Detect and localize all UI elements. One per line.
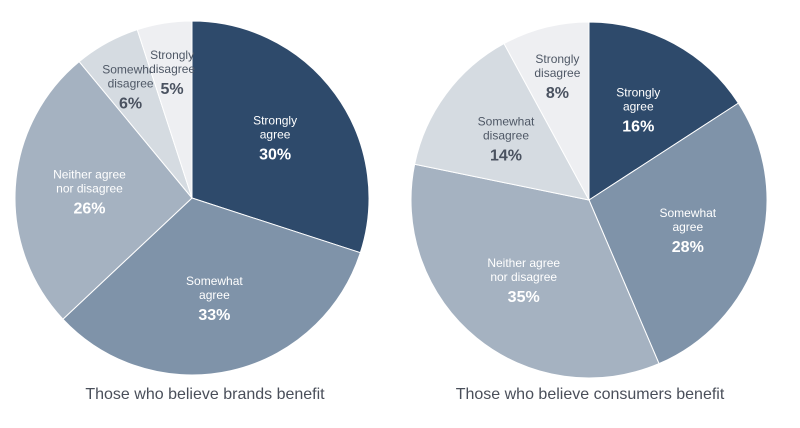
pie-2-slice-3-value: 35% — [508, 289, 540, 306]
pie-2-slice-3-label-line-2: nor disagree — [490, 270, 557, 284]
pie-chart-2: Stronglyagree16%Somewhatagree28%Neither … — [410, 21, 768, 379]
pie-1-slice-3 — [14, 60, 193, 320]
pie-2-slice-5-label-line-1: Strongly — [535, 52, 579, 66]
pie-chart-1: Stronglyagree30%Somewhatagree33%Neither … — [14, 20, 370, 376]
pie-2-slice-3 — [410, 163, 660, 379]
pie-2-slice-4-label-line-2: disagree — [483, 129, 529, 143]
pie-2-slice-2-label-line-1: Somewhat — [659, 206, 716, 220]
pie-1-slice-4-label-line-2: disagree — [108, 76, 154, 90]
pie-1-slice-3-value: 26% — [73, 201, 105, 218]
pie-2-slice-1-label-line-2: agree — [623, 99, 654, 113]
pie-2-slice-4-label-line-1: Somewhat — [478, 115, 535, 129]
pie-1-slice-5-value: 5% — [161, 81, 184, 98]
pie-1-slice-4-value: 6% — [119, 95, 142, 112]
pie-2-slice-1 — [588, 21, 740, 201]
pie-2-slice-5-label-line-2: disagree — [534, 66, 580, 80]
pie-1-slice-1-value: 30% — [259, 147, 291, 164]
pie-2-slice-1-label-line-1: Strongly — [616, 85, 660, 99]
pie-1-slice-1-label-line-2: agree — [260, 128, 291, 142]
pie-1-slice-5 — [136, 20, 193, 199]
pie-1-slice-2-label-line-1: Somewhat — [186, 274, 243, 288]
pie-1-slice-2 — [62, 197, 361, 376]
pie-1-slice-3-label-line-2: nor disagree — [56, 182, 123, 196]
pie-2-slice-5 — [503, 21, 590, 201]
pie-1-slice-3-label-line-1: Neither agree — [53, 168, 126, 182]
pie-2-slice-3-label-line-1: Neither agree — [487, 256, 560, 270]
chart-1-caption: Those who believe brands benefit — [85, 386, 325, 403]
pie-2-slice-1-value: 16% — [622, 118, 654, 135]
pie-2-slice-2-value: 28% — [672, 239, 704, 256]
pie-1-slice-5-label-line-2: disagree — [149, 62, 195, 76]
pie-2-slice-5-value: 8% — [546, 85, 569, 102]
pie-1-slice-1-label-line-1: Strongly — [253, 114, 297, 128]
pie-1-slice-4-label-line-1: Somewhat — [102, 62, 159, 76]
pie-1-slice-1 — [191, 20, 370, 254]
pie-2-slice-2 — [588, 102, 768, 365]
pie-1-slice-2-label-line-2: agree — [199, 288, 230, 302]
pie-1-slice-5-label-line-1: Strongly — [150, 48, 194, 62]
chart-2-caption: Those who believe consumers benefit — [455, 386, 725, 403]
pie-2-slice-4 — [414, 42, 590, 201]
pie-2-slice-2-label-line-2: agree — [672, 220, 703, 234]
pie-1-slice-2-value: 33% — [198, 307, 230, 324]
pie-2-slice-4-value: 14% — [490, 148, 522, 165]
